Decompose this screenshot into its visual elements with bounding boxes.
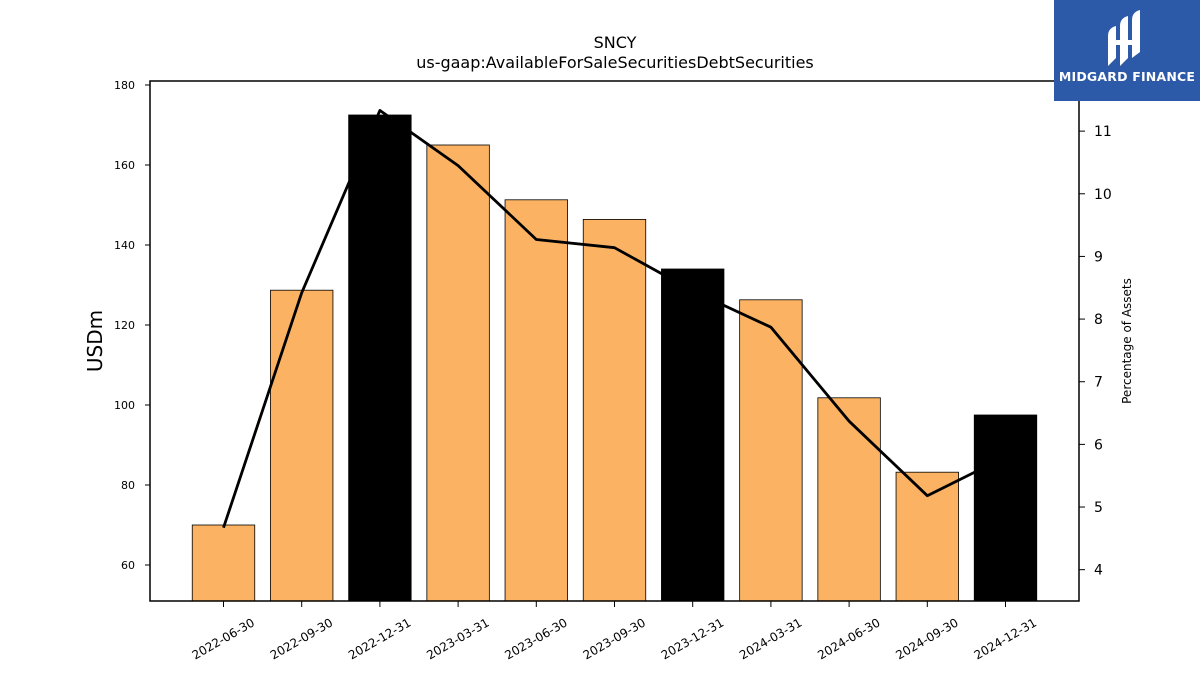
bar-2024-12-31 [973,414,1038,602]
line-group [222,109,1007,529]
bar-2023-09-30 [582,218,647,602]
x-axis: 2022-06-30 2022-09-30 2022-12-31 2023-03-31… [190,601,1039,662]
x-tick-label: 2024-09-30 [893,615,960,662]
y2-tick-label: 11 [1094,124,1112,140]
y-tick-label: 180 [114,79,135,92]
bar-group [191,114,1038,602]
y2-axis-label: Percentage of Assets [1120,278,1134,404]
bar-2024-09-30 [895,471,959,602]
y2-tick-label: 4 [1094,563,1103,579]
right-axis: 4 5 6 7 8 9 10 11 [1079,124,1112,579]
x-tick-label: 2022-12-31 [346,615,413,662]
y2-tick-label: 5 [1094,500,1103,516]
x-tick-label: 2024-03-31 [737,615,804,662]
x-tick-label: 2022-06-30 [190,615,257,662]
bar-2024-06-30 [817,397,881,602]
y-tick-label: 100 [114,399,135,412]
y2-tick-label: 8 [1094,312,1103,328]
y-tick-label: 160 [114,159,135,172]
bar-2022-09-30 [270,289,334,602]
y2-tick-label: 6 [1094,437,1103,453]
y-tick-label: 80 [121,479,135,492]
chart-title: SNCY [594,33,637,52]
bar-2022-06-30 [191,524,256,602]
percentage-line [222,109,1007,529]
y-axis-label: USDm [83,310,107,372]
y2-tick-label: 9 [1094,249,1103,265]
y-tick-label: 120 [114,319,135,332]
x-tick-label: 2024-12-31 [972,615,1039,662]
brand-logo: MIDGARD FINANCE [1054,0,1200,101]
left-axis: 60 80 100 120 140 160 180 [114,79,150,572]
y-tick-label: 60 [121,559,135,572]
logo-text: MIDGARD FINANCE [1058,69,1196,84]
y2-tick-label: 7 [1094,375,1103,391]
x-tick-label: 2023-09-30 [581,615,648,662]
x-tick-label: 2024-06-30 [815,615,882,662]
bar-2023-06-30 [504,199,568,602]
bar-2023-12-31 [661,268,725,602]
x-tick-label: 2022-09-30 [268,615,335,662]
x-tick-label: 2023-03-31 [424,615,491,662]
chart-subtitle: us-gaap:AvailableForSaleSecuritiesDebtSe… [416,53,814,72]
bar-2024-03-31 [739,299,803,602]
x-tick-label: 2023-06-30 [502,615,569,662]
bar-2023-03-31 [426,144,490,602]
y-tick-label: 140 [114,239,135,252]
x-tick-label: 2023-12-31 [659,615,726,662]
logo-mark-icon [1108,10,1140,66]
bar-2022-12-31 [348,114,412,602]
y2-tick-label: 10 [1094,187,1112,203]
